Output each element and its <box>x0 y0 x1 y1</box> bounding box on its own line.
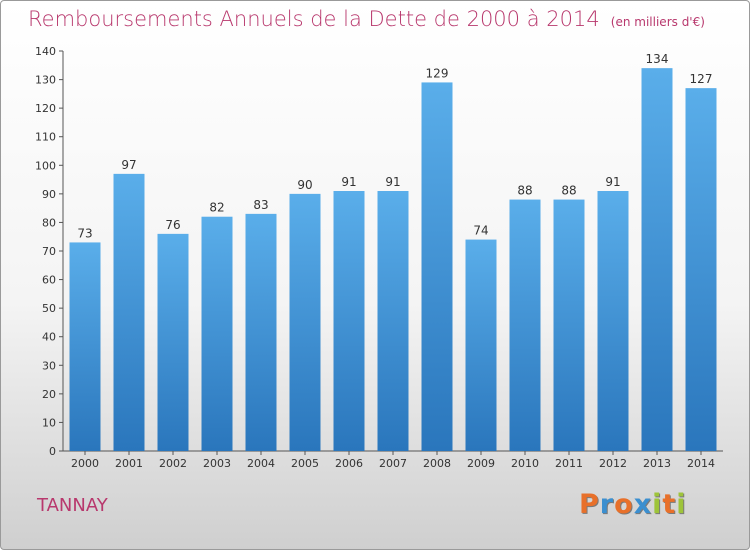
y-tick-label: 50 <box>42 302 56 315</box>
y-tick-label: 70 <box>42 245 56 258</box>
value-label: 91 <box>605 175 620 189</box>
bar <box>289 193 321 451</box>
x-tick-label: 2004 <box>247 457 275 470</box>
chart-title-main: Remboursements Annuels de la Dette de 20… <box>28 7 600 31</box>
y-tick-label: 0 <box>49 445 56 458</box>
y-tick-label: 80 <box>42 216 56 229</box>
x-tick-label: 2011 <box>555 457 583 470</box>
chart-title: Remboursements Annuels de la Dette de 20… <box>28 7 705 31</box>
x-tick-label: 2009 <box>467 457 495 470</box>
value-label: 90 <box>297 178 312 192</box>
x-tick-label: 2006 <box>335 457 363 470</box>
y-tick-label: 30 <box>42 359 56 372</box>
x-tick-label: 2012 <box>599 457 627 470</box>
x-tick-label: 2008 <box>423 457 451 470</box>
x-tick-label: 2005 <box>291 457 319 470</box>
value-label: 83 <box>253 198 268 212</box>
bar <box>553 199 585 451</box>
bars <box>69 68 717 452</box>
value-label: 134 <box>646 52 669 66</box>
commune-name: TANNAY <box>37 495 108 516</box>
logo-letter: o <box>614 489 634 520</box>
bar <box>377 191 409 451</box>
y-tick-label: 60 <box>42 274 56 287</box>
x-tick-label: 2013 <box>643 457 671 470</box>
value-label: 74 <box>473 224 488 238</box>
value-label: 88 <box>517 184 532 198</box>
y-tick-label: 90 <box>42 188 56 201</box>
logo-letter: i <box>652 489 663 520</box>
value-label: 76 <box>165 218 180 232</box>
x-tick-label: 2007 <box>379 457 407 470</box>
bar <box>157 233 189 451</box>
value-label: 127 <box>690 72 713 86</box>
bar <box>509 199 541 451</box>
y-tick-label: 120 <box>35 102 56 115</box>
chart-subtitle: (en milliers d'€) <box>610 15 705 29</box>
value-label: 88 <box>561 184 576 198</box>
value-label: 97 <box>121 158 136 172</box>
y-tick-label: 130 <box>35 74 56 87</box>
value-label: 73 <box>77 226 92 240</box>
value-label: 129 <box>426 66 449 80</box>
logo-letter: i <box>676 489 687 520</box>
logo-letter: x <box>633 489 653 520</box>
bar <box>597 191 629 451</box>
x-axis: 2000 2001 2002 2003 2004 2005 2006 2007 2008 2009… <box>63 450 723 470</box>
bar <box>201 216 233 451</box>
x-tick-label: 2000 <box>71 457 99 470</box>
value-labels: 73 97 76 82 83 90 91 91 129 74 88 88 91 134 127 <box>77 52 712 240</box>
y-tick-label: 10 <box>42 416 56 429</box>
bar <box>465 239 497 451</box>
bar <box>333 191 365 451</box>
x-tick-label: 2010 <box>511 457 539 470</box>
logo-letter: t <box>662 489 677 520</box>
y-tick-label: 40 <box>42 331 56 344</box>
bar <box>641 68 673 452</box>
y-tick-label: 100 <box>35 159 56 172</box>
bar <box>685 88 717 452</box>
y-tick-label: 20 <box>42 388 56 401</box>
bar <box>69 242 101 451</box>
x-tick-label: 2003 <box>203 457 231 470</box>
logo-letter: P <box>579 489 600 520</box>
y-tick-label: 140 <box>35 45 56 58</box>
bar <box>113 173 145 451</box>
x-tick-label: 2001 <box>115 457 143 470</box>
value-label: 91 <box>385 175 400 189</box>
x-tick-label: 2002 <box>159 457 187 470</box>
proxiti-logo: Proxiti <box>579 489 687 520</box>
x-tick-label: 2014 <box>687 457 715 470</box>
y-axis: 0 10 20 30 40 50 60 70 80 90 100 110 120 130 140 <box>35 45 64 458</box>
value-label: 82 <box>209 201 224 215</box>
y-tick-label: 110 <box>35 131 56 144</box>
value-label: 91 <box>341 175 356 189</box>
bar <box>421 82 453 451</box>
logo-letter: r <box>599 489 615 520</box>
bar <box>245 213 277 451</box>
